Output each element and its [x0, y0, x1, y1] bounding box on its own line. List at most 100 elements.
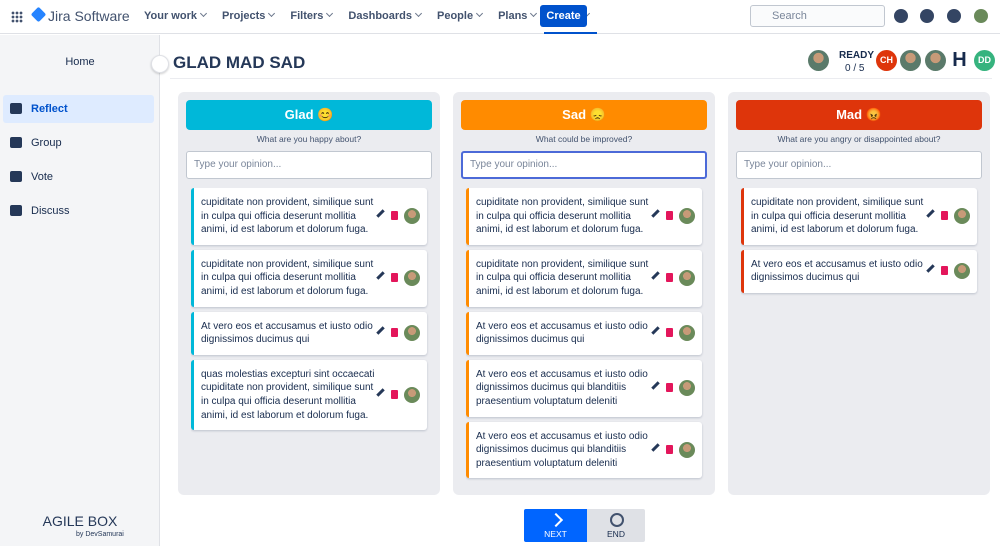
card-list: cupiditate non provident, similique sunt… — [466, 188, 704, 488]
card: quas molestias excepturi sint occaecati … — [191, 359, 427, 431]
delete-button[interactable] — [391, 328, 398, 338]
collapse-button[interactable] — [151, 55, 169, 73]
delete-button[interactable] — [666, 444, 673, 454]
card-text: cupiditate non provident, similique sunt… — [201, 258, 374, 297]
author-avatar — [404, 270, 420, 287]
member-avatar: CH — [876, 50, 897, 71]
delete-button[interactable] — [666, 383, 673, 393]
sidebar-item[interactable]: Discuss — [3, 197, 154, 225]
opinion-input[interactable]: Type your opinion... — [186, 151, 432, 179]
end-button[interactable]: END — [587, 509, 645, 542]
edit-button[interactable] — [651, 271, 660, 280]
card-text: cupiditate non provident, similique sunt… — [476, 197, 649, 236]
card: cupiditate non provident, similique sunt… — [466, 188, 702, 245]
sidebar-item[interactable]: Group — [3, 129, 154, 157]
card-text: cupiditate non provident, similique sunt… — [201, 197, 374, 236]
edit-button[interactable] — [376, 271, 385, 280]
logo-icon — [30, 6, 47, 23]
author-avatar — [954, 263, 970, 280]
card: At vero eos et accusamus et iusto odio d… — [466, 421, 702, 479]
author-avatar — [404, 325, 420, 342]
nav-item[interactable]: People — [429, 0, 490, 34]
top-nav: Jira Software Your work Projects Filters Da… — [0, 0, 1000, 34]
member-avatar: DD — [974, 50, 995, 71]
card: cupiditate non provident, similique sunt… — [191, 188, 427, 245]
nav-item[interactable]: Plans — [490, 0, 544, 34]
card-text: cupiditate non provident, similique sunt… — [476, 258, 649, 297]
card: cupiditate non provident, similique sunt… — [191, 249, 427, 307]
settings-icon[interactable] — [947, 9, 961, 23]
column-prompt: What could be improved? — [535, 134, 633, 144]
opinion-input[interactable]: Type your opinion... — [461, 151, 707, 179]
card-text: At vero eos et accusamus et iusto odio d… — [476, 368, 648, 407]
delete-button[interactable] — [391, 273, 398, 283]
column-header: Glad 😊 — [186, 100, 432, 130]
card-list: cupiditate non provident, similique sunt… — [741, 188, 979, 488]
search-box[interactable]: Search — [750, 5, 885, 27]
author-avatar — [404, 386, 420, 403]
byline: by DevSamurai — [76, 531, 124, 538]
app-switcher[interactable] — [11, 11, 23, 23]
board-title: GLAD MAD SAD — [173, 53, 306, 72]
author-avatar — [404, 208, 420, 225]
edit-button[interactable] — [376, 326, 385, 335]
delete-button[interactable] — [941, 211, 948, 221]
edit-button[interactable] — [376, 388, 385, 397]
card: cupiditate non provident, similique sunt… — [741, 188, 977, 245]
help-icon[interactable] — [920, 9, 934, 23]
nav-item[interactable]: Filters — [282, 0, 340, 34]
user-avatar — [808, 50, 829, 71]
column: Mad 😡 What are you angry or disappointed … — [728, 92, 990, 495]
ready-count: 0 / 5 — [845, 63, 865, 74]
delete-button[interactable] — [391, 389, 398, 399]
card: At vero eos et accusamus et iusto odio d… — [191, 311, 427, 355]
delete-button[interactable] — [666, 273, 673, 283]
delete-button[interactable] — [666, 211, 673, 221]
edit-button[interactable] — [651, 209, 660, 219]
ready-label: READY — [839, 50, 875, 61]
column: Glad 😊 What are you happy about? Type your… — [178, 92, 440, 495]
delete-button[interactable] — [666, 328, 673, 338]
column-prompt: What are you angry or disappointed about… — [777, 134, 941, 144]
edit-button[interactable] — [926, 264, 935, 274]
edit-button[interactable] — [651, 326, 660, 335]
profile-avatar[interactable] — [974, 9, 988, 23]
column-header: Sad 😞 — [461, 100, 707, 130]
card: At vero eos et accusamus et iusto odio d… — [466, 359, 702, 417]
member-avatar: H — [952, 49, 967, 71]
sidebar-item[interactable]: Reflect — [3, 95, 154, 123]
nav-item[interactable]: Dashboards — [340, 0, 429, 34]
nav-item[interactable]: Projects — [214, 0, 282, 34]
opinion-input[interactable]: Type your opinion... — [736, 151, 982, 179]
author-avatar — [679, 208, 695, 225]
create-button[interactable]: Create — [540, 5, 587, 27]
nav-menu: Your work Projects Filters Dashboards People… — [136, 0, 597, 34]
brand: AGILE BOX — [42, 513, 118, 529]
home-link[interactable]: Home — [65, 56, 95, 68]
sidebar: Home Reflect Group Vote Discuss AGILE BOX b… — [0, 35, 169, 546]
author-avatar — [679, 325, 695, 342]
edit-button[interactable] — [926, 209, 935, 219]
nav-item[interactable]: Your work — [136, 0, 214, 34]
author-avatar — [679, 441, 695, 458]
delete-button[interactable] — [391, 211, 398, 221]
notifications-icon[interactable] — [894, 9, 908, 23]
edit-button[interactable] — [376, 209, 385, 219]
card: At vero eos et accusamus et iusto odio d… — [741, 249, 977, 293]
card: At vero eos et accusamus et iusto odio d… — [466, 311, 702, 355]
sidebar-item[interactable]: Vote — [3, 163, 154, 191]
column-header: Mad 😡 — [736, 100, 982, 130]
card: cupiditate non provident, similique sunt… — [466, 249, 702, 307]
author-avatar — [679, 270, 695, 287]
card-text: cupiditate non provident, similique sunt… — [751, 197, 924, 236]
edit-button[interactable] — [651, 443, 660, 452]
card-text: quas molestias excepturi sint occaecati … — [201, 368, 375, 421]
column: Sad 😞 What could be improved? Type your op… — [453, 92, 715, 495]
card-text: At vero eos et accusamus et iusto odio d… — [751, 258, 923, 284]
product-name[interactable]: Jira Software — [48, 8, 130, 24]
delete-button[interactable] — [941, 266, 948, 276]
edit-button[interactable] — [651, 381, 660, 390]
card-text: At vero eos et accusamus et iusto odio d… — [476, 320, 648, 346]
next-button[interactable]: NEXT — [524, 509, 587, 542]
